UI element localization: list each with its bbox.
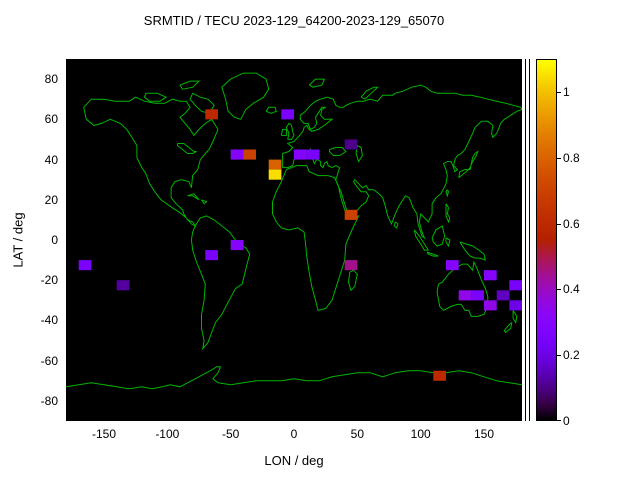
colorbar-tickmark: [557, 355, 561, 357]
y-tick-label: -60: [40, 353, 58, 368]
y-tick-label: 80: [44, 72, 58, 87]
y-tick-label: 0: [51, 233, 58, 247]
x-tick-label: -150: [91, 427, 117, 441]
tecu-data-cell: [458, 290, 472, 301]
plot-colorbar-separator-line: [529, 59, 530, 421]
tecu-data-cell: [294, 149, 307, 160]
colorbar-tick-label: 0.2: [563, 348, 580, 363]
colorbar-tick-label: 1: [563, 84, 570, 99]
colorbar-tickmark: [557, 289, 561, 291]
map-plot: [66, 59, 522, 421]
tecu-data-cell: [230, 149, 244, 160]
tecu-data-cell: [230, 240, 244, 251]
tecu-data-cell: [268, 169, 282, 180]
tecu-data-cell: [205, 109, 218, 120]
tecu-data-cell: [496, 290, 510, 301]
tecu-data-cell: [446, 260, 459, 271]
tecu-data-cell: [433, 370, 446, 381]
tecu-data-cell: [509, 280, 522, 291]
tecu-data-cell: [205, 250, 218, 261]
colorbar: [536, 59, 557, 421]
tecu-data-cell: [243, 149, 256, 160]
x-tick-label: 0: [290, 427, 298, 441]
colorbar-tick-label: 0.8: [563, 150, 580, 165]
tecu-data-cell: [116, 280, 130, 291]
tecu-data-cell: [484, 270, 497, 281]
x-tick-label: -100: [155, 427, 180, 441]
colorbar-tick-label: 0.4: [563, 282, 580, 297]
x-tick-label: 150: [473, 427, 495, 441]
tecu-data-cell: [471, 290, 484, 301]
x-tick-label: 50: [350, 427, 365, 441]
colorbar-tickmark: [557, 420, 561, 421]
tecu-data-cell: [78, 260, 92, 271]
colorbar-tickmark: [557, 223, 561, 225]
colorbar-tick-label: 0.6: [563, 216, 580, 231]
x-axis-label: LON / deg: [264, 453, 324, 468]
tecu-data-cell: [281, 109, 294, 120]
y-tick-label: 40: [44, 152, 58, 167]
tecu-data-cell: [509, 300, 522, 311]
plot-colorbar-separator-line: [525, 59, 526, 421]
x-tick-label: -50: [221, 427, 240, 441]
y-tick-label: 20: [44, 192, 58, 207]
colorbar-tickmark: [557, 157, 561, 159]
y-tick-label: -40: [40, 313, 58, 328]
tecu-data-cell: [344, 139, 358, 150]
y-axis-label: LAT / deg: [10, 212, 26, 268]
tecu-data-cell: [306, 149, 320, 160]
y-tick-label: 60: [44, 112, 58, 127]
y-tick-label: -80: [40, 393, 58, 408]
tecu-data-cell: [268, 159, 282, 170]
y-tick-label: -20: [40, 273, 58, 288]
tecu-data-cell: [484, 300, 497, 311]
colorbar-tickmark: [557, 91, 561, 93]
tecu-data-cell: [344, 260, 358, 271]
coastlines: [66, 72, 522, 390]
chart-title: SRMTID / TECU 2023-129_64200-2023-129_65…: [143, 13, 445, 28]
x-tick-label: 100: [410, 427, 431, 441]
colorbar-tick-label: 0: [563, 414, 570, 428]
tecu-data-cell: [344, 209, 358, 220]
